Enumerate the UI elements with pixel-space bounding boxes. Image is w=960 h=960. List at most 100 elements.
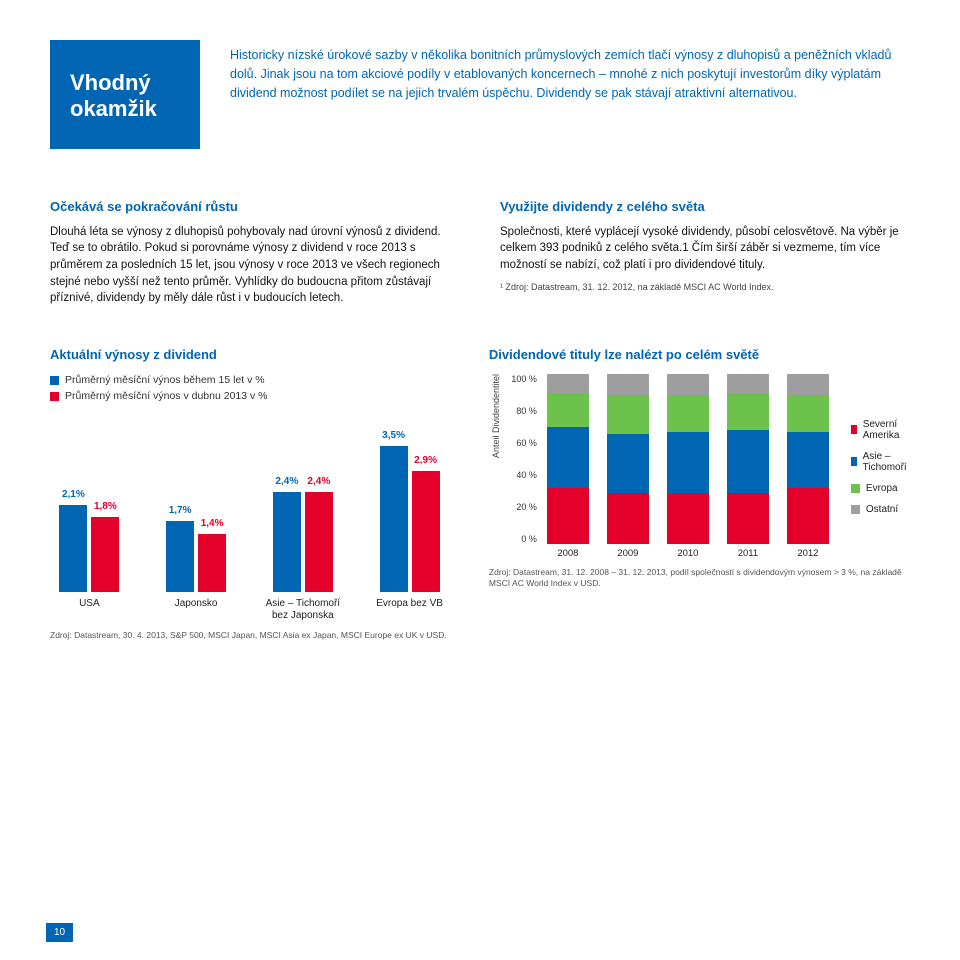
stack-column: [667, 374, 709, 544]
bar-value-label: 2,1%: [62, 489, 85, 500]
stack-segment-na: [727, 493, 769, 544]
bar: 2,4%: [305, 492, 333, 592]
stack-year-label: 2009: [607, 548, 649, 559]
legend-swatch: [851, 484, 860, 493]
stack-legend-row: Ostatní: [851, 504, 910, 515]
stack-legend-label: Asie – Tichomoří: [863, 451, 910, 473]
ytick-label: 60 %: [509, 438, 537, 448]
stack-column: [607, 374, 649, 544]
stack-segment-eu: [607, 395, 649, 434]
bar-chart-source: Zdroj: Datastream, 30. 4. 2013, S&P 500,…: [50, 630, 449, 641]
stack-chart-title: Dividendové tituly lze nalézt po celém s…: [489, 347, 910, 362]
stack-segment-other: [787, 374, 829, 394]
left-body: Dlouhá léta se výnosy z dluhopisů pohybo…: [50, 224, 460, 307]
legend-swatch: [851, 457, 857, 466]
bar: 1,8%: [91, 517, 119, 592]
bar-value-label: 2,9%: [414, 455, 437, 466]
right-column: Využijte dividendy z celého světa Společ…: [500, 199, 910, 307]
stack-chart-block: Dividendové tituly lze nalézt po celém s…: [489, 347, 910, 641]
stack-segment-eu: [787, 395, 829, 432]
stack-chart-source: Zdroj: Datastream, 31. 12. 2008 – 31. 12…: [489, 567, 910, 589]
bar-category-label: Evropa bez VB: [370, 598, 449, 622]
stack-legend: Severní Amerika Asie – Tichomoří Evropa Ost…: [851, 419, 910, 515]
stack-legend-label: Ostatní: [866, 504, 898, 515]
stack-xaxis: 20082009201020112012: [547, 548, 829, 559]
bar-group: 1,7%1,4%: [157, 521, 236, 592]
title-line1: Vhodný: [70, 70, 151, 95]
title-line2: okamžik: [70, 96, 157, 121]
bar-group: 2,4%2,4%: [263, 492, 342, 592]
ytick-label: 0 %: [509, 534, 537, 544]
bar: 1,4%: [198, 534, 226, 592]
left-heading: Očekává se pokračování růstu: [50, 199, 460, 214]
stack-columns: [547, 374, 829, 544]
stack-segment-eu: [547, 393, 589, 427]
intro-text: Historicky nízské úrokové sazby v několi…: [230, 40, 910, 149]
stack-segment-apac: [547, 427, 589, 488]
stack-legend-row: Evropa: [851, 483, 910, 494]
bar-value-label: 1,4%: [201, 518, 224, 529]
stack-yaxis-label: Anteil Dividendentitel: [489, 374, 501, 458]
bar-value-label: 2,4%: [275, 476, 298, 487]
ytick-label: 80 %: [509, 406, 537, 416]
stack-segment-other: [727, 374, 769, 393]
bar-category-label: USA: [50, 598, 129, 622]
stack-year-label: 2010: [667, 548, 709, 559]
bar-chart: 2,1%1,8%1,7%1,4%2,4%2,4%3,5%2,9%: [50, 412, 449, 592]
page-number: 10: [46, 923, 73, 942]
stack-segment-eu: [667, 395, 709, 432]
bar-category-label: Asie – Tichomoří bez Japonska: [263, 598, 342, 622]
header: Vhodný okamžik Historicky nízské úrokové…: [50, 40, 910, 149]
bar-chart-title: Aktuální výnosy z dividend: [50, 347, 449, 362]
bar-value-label: 2,4%: [307, 476, 330, 487]
right-footnote: ¹ Zdroj: Datastream, 31. 12. 2012, na zá…: [500, 282, 910, 292]
bar-legend-1-label: Průměrný měsíční výnos během 15 let v %: [65, 374, 265, 386]
stack-segment-na: [787, 488, 829, 544]
ytick-label: 40 %: [509, 470, 537, 480]
right-body: Společnosti, které vyplácejí vysoké divi…: [500, 224, 910, 274]
legend-swatch-red: [50, 392, 59, 401]
ytick-label: 100 %: [509, 374, 537, 384]
charts-row: Aktuální výnosy z dividend Průměrný měsí…: [50, 347, 910, 641]
bar-value-label: 1,8%: [94, 501, 117, 512]
stack-column: [787, 374, 829, 544]
stack-column: [547, 374, 589, 544]
bar: 3,5%: [380, 446, 408, 592]
bar-legend-2: Průměrný měsíční výnos v dubnu 2013 v %: [50, 390, 449, 402]
left-column: Očekává se pokračování růstu Dlouhá léta…: [50, 199, 460, 307]
ytick-label: 20 %: [509, 502, 537, 512]
bar-value-label: 1,7%: [169, 505, 192, 516]
stack-legend-row: Severní Amerika: [851, 419, 910, 441]
stack-year-label: 2011: [727, 548, 769, 559]
legend-swatch-blue: [50, 376, 59, 385]
right-heading: Využijte dividendy z celého světa: [500, 199, 910, 214]
stack-segment-na: [607, 493, 649, 544]
stack-segment-na: [547, 488, 589, 544]
title-box: Vhodný okamžik: [50, 40, 200, 149]
stack-year-label: 2012: [787, 548, 829, 559]
stack-chart-wrap: Anteil Dividendentitel 100 % 80 % 60 % 40 %…: [489, 374, 910, 559]
stack-yticks: 100 % 80 % 60 % 40 % 20 % 0 %: [509, 374, 537, 544]
bar: 2,1%: [59, 505, 87, 593]
stack-legend-row: Asie – Tichomoří: [851, 451, 910, 473]
bar-legend-2-label: Průměrný měsíční výnos v dubnu 2013 v %: [65, 390, 268, 402]
stack-segment-apac: [667, 432, 709, 493]
stack-legend-label: Severní Amerika: [863, 419, 910, 441]
stack-segment-apac: [727, 430, 769, 493]
stack-legend-label: Evropa: [866, 483, 898, 494]
bar: 1,7%: [166, 521, 194, 592]
stack-segment-na: [667, 493, 709, 544]
stack-area: 100 %80 %60 %40 %20 %0 % 200820092010201…: [509, 374, 829, 559]
stack-segment-eu: [727, 393, 769, 430]
text-columns: Očekává se pokračování růstu Dlouhá léta…: [50, 199, 910, 307]
bar-group: 3,5%2,9%: [370, 446, 449, 592]
bar-category-label: Japonsko: [157, 598, 236, 622]
legend-swatch: [851, 425, 857, 434]
stack-segment-other: [667, 374, 709, 394]
legend-swatch: [851, 505, 860, 514]
bar-xaxis: USA Japonsko Asie – Tichomoří bez Japonska…: [50, 598, 449, 622]
bar: 2,9%: [412, 471, 440, 592]
bar-group: 2,1%1,8%: [50, 505, 129, 593]
bar-chart-block: Aktuální výnosy z dividend Průměrný měsí…: [50, 347, 449, 641]
stack-segment-apac: [607, 434, 649, 494]
